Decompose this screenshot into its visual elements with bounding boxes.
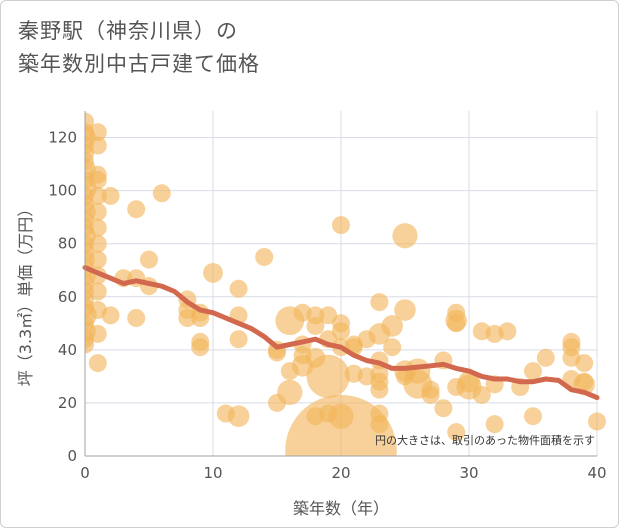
data-point: [306, 354, 350, 398]
data-point: [370, 415, 389, 434]
data-point: [127, 309, 146, 327]
data-point: [88, 218, 107, 237]
data-point: [88, 324, 107, 343]
data-point: [88, 282, 107, 301]
y-tick-label: 100: [48, 182, 77, 200]
data-point: [472, 385, 491, 404]
data-point: [101, 306, 120, 325]
data-point: [588, 412, 606, 431]
trend-line: [82, 265, 600, 401]
data-point: [227, 405, 250, 427]
data-point: [88, 234, 107, 253]
data-point: [498, 322, 517, 341]
x-tick-label: 10: [203, 464, 222, 482]
x-tick-label: 0: [80, 464, 90, 482]
data-point: [485, 415, 504, 434]
data-point: [88, 202, 107, 221]
trend-line-group: [82, 265, 600, 401]
data-point: [101, 186, 120, 205]
y-axis-title: 坪（3.3㎡）単価（万円）: [16, 201, 35, 386]
axes: [84, 111, 597, 457]
chart-title-line2: 築年数別中古戸建て価格: [18, 52, 260, 76]
data-point: [381, 315, 404, 337]
bubble-size-note: 円の大きさは、取引のあった物件面積を示す: [375, 433, 595, 447]
data-point: [370, 380, 389, 399]
data-point: [88, 123, 107, 142]
y-tick-label: 60: [58, 288, 77, 306]
data-point: [332, 216, 350, 235]
y-tick-label: 20: [58, 394, 77, 412]
data-point: [524, 407, 542, 426]
y-tick-label: 0: [67, 447, 77, 465]
data-point: [255, 247, 274, 266]
y-tick-label: 40: [58, 341, 77, 359]
x-tick-label: 40: [587, 464, 606, 482]
data-point: [127, 200, 146, 219]
data-point: [524, 362, 542, 381]
x-tick-label: 20: [331, 464, 350, 482]
data-point: [88, 136, 107, 155]
data-point: [191, 338, 210, 357]
data-point: [88, 171, 107, 189]
x-axis-title: 築年数（年）: [293, 499, 389, 518]
data-point: [332, 322, 350, 341]
data-point: [229, 279, 248, 298]
data-point: [421, 385, 440, 404]
data-point: [277, 379, 303, 405]
data-point: [575, 354, 594, 373]
y-tick-label: 80: [58, 235, 77, 253]
data-point: [88, 250, 107, 269]
data-point: [88, 354, 107, 373]
data-point: [447, 314, 466, 333]
data-point: [383, 338, 402, 357]
x-tick-label: 30: [459, 464, 478, 482]
data-point: [370, 293, 389, 312]
data-point: [229, 330, 248, 349]
data-point: [203, 262, 223, 283]
y-tick-label: 120: [48, 129, 77, 147]
data-point: [152, 184, 171, 203]
chart-title-line1: 秦野駅（神奈川県）の: [18, 19, 238, 43]
data-point: [285, 394, 397, 456]
data-point: [434, 399, 453, 418]
data-point: [306, 316, 325, 335]
data-point: [392, 223, 418, 249]
data-point: [88, 186, 107, 205]
data-point: [536, 348, 555, 367]
chart-title: 秦野駅（神奈川県）の 築年数別中古戸建て価格: [18, 15, 260, 81]
bubble-series: [85, 112, 606, 456]
data-point: [394, 299, 416, 321]
data-point: [447, 423, 466, 442]
tick-labels: 0 20 40 60 80 100 120 0 10 20 30 40: [48, 129, 606, 482]
data-point: [140, 250, 158, 269]
